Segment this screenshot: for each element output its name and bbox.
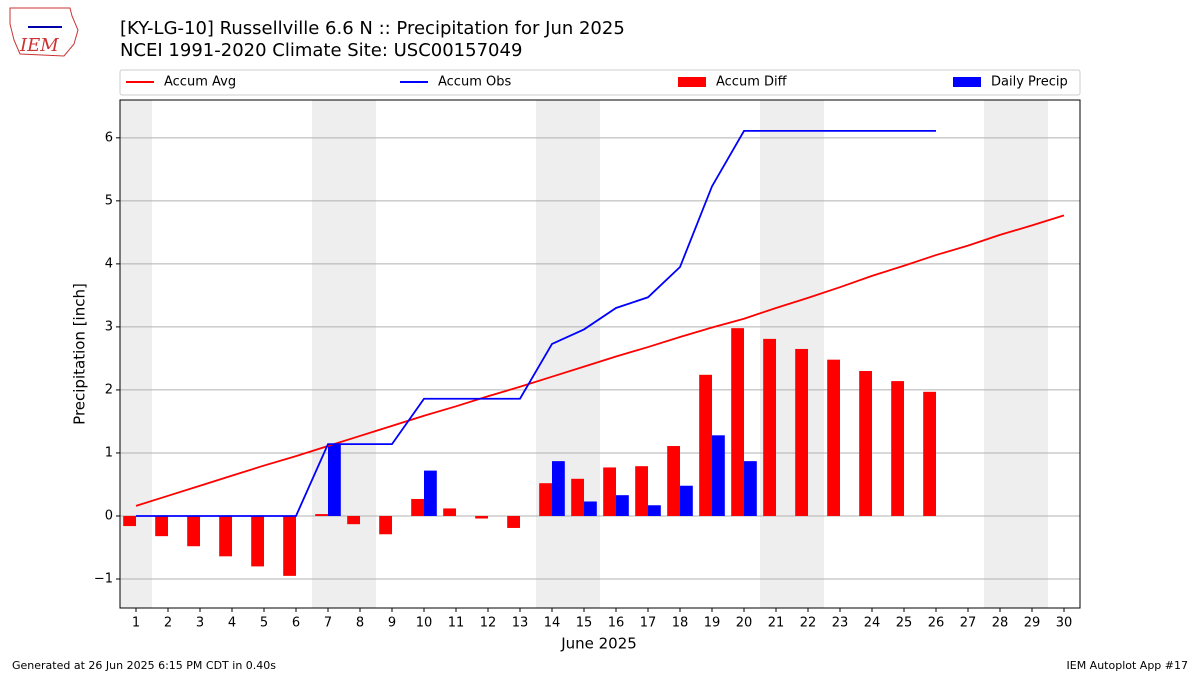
- bar: [283, 515, 296, 576]
- bar: [507, 515, 520, 528]
- x-tick-label: 8: [356, 616, 364, 631]
- bar: [648, 505, 661, 516]
- bar: [616, 495, 629, 516]
- x-tick-label: 12: [480, 616, 497, 631]
- bar: [667, 446, 680, 516]
- x-tick-label: 23: [832, 616, 849, 631]
- legend-box: [119, 69, 1081, 96]
- y-tick-label: 4: [105, 256, 113, 271]
- bar: [827, 359, 840, 516]
- bar: [123, 515, 136, 527]
- plot-frame: [119, 99, 1081, 609]
- y-tick-label: 5: [105, 193, 113, 208]
- bar: [155, 515, 168, 537]
- bar: [424, 470, 437, 516]
- footer-left: Generated at 26 Jun 2025 6:15 PM CDT in …: [12, 659, 276, 672]
- bar: [411, 498, 424, 516]
- bar: [219, 515, 232, 557]
- bar: [475, 515, 488, 519]
- x-tick-label: 22: [800, 616, 817, 631]
- logo: IEM: [9, 7, 79, 57]
- x-tick-label: 26: [928, 616, 945, 631]
- y-axis-label: Precipitation [inch]: [71, 283, 89, 425]
- logo-outline: [9, 7, 79, 57]
- bar: [251, 515, 264, 567]
- bar: [187, 515, 200, 547]
- weekend-shade: [312, 100, 376, 608]
- bar: [763, 338, 776, 516]
- x-tick-label: 18: [672, 616, 689, 631]
- x-tick-label: 7: [324, 616, 332, 631]
- bar: [603, 467, 616, 516]
- bar: [891, 381, 904, 516]
- x-tick-label: 19: [704, 616, 721, 631]
- weekend-shade: [120, 100, 152, 608]
- x-tick-label: 3: [196, 616, 204, 631]
- legend-label: Accum Diff: [716, 75, 788, 90]
- x-tick-label: 9: [388, 616, 396, 631]
- bar: [680, 485, 693, 516]
- x-tick-label: 11: [448, 616, 465, 631]
- x-tick-label: 14: [544, 616, 561, 631]
- x-tick-label: 15: [576, 616, 593, 631]
- bar: [328, 444, 341, 516]
- y-tick-label: 3: [105, 319, 113, 334]
- bar: [859, 371, 872, 516]
- x-tick-label: 10: [416, 616, 433, 631]
- x-tick-label: 24: [864, 616, 881, 631]
- bar: [744, 461, 757, 516]
- bar: [584, 501, 597, 516]
- x-tick-label: 30: [1056, 616, 1073, 631]
- footer-right: IEM Autoplot App #17: [1067, 659, 1189, 672]
- y-tick-label: 0: [105, 508, 113, 523]
- x-tick-label: 6: [292, 616, 300, 631]
- bar: [315, 514, 328, 516]
- y-tick-label: −1: [94, 572, 113, 587]
- x-axis-label: June 2025: [560, 635, 637, 653]
- y-tick-label: 6: [105, 130, 113, 145]
- bar: [443, 508, 456, 516]
- x-tick-label: 1: [132, 616, 140, 631]
- legend-label: Daily Precip: [991, 75, 1068, 90]
- x-tick-label: 5: [260, 616, 268, 631]
- logo-text: IEM: [19, 35, 59, 56]
- legend-swatch: [953, 77, 981, 87]
- x-tick-label: 13: [512, 616, 529, 631]
- x-tick-label: 16: [608, 616, 625, 631]
- x-tick-label: 21: [768, 616, 785, 631]
- bar: [731, 328, 744, 516]
- chart-title: [KY-LG-10] Russellville 6.6 N :: Precipi…: [120, 18, 625, 39]
- bar: [379, 515, 392, 535]
- bar: [712, 435, 725, 516]
- weekend-shade: [984, 100, 1048, 608]
- x-tick-label: 20: [736, 616, 753, 631]
- legend-label: Accum Obs: [438, 75, 511, 90]
- bar: [347, 515, 360, 525]
- bar: [635, 466, 648, 516]
- y-tick-label: 1: [105, 445, 113, 460]
- legend-swatch: [678, 77, 706, 87]
- x-tick-label: 2: [164, 616, 172, 631]
- x-tick-label: 28: [992, 616, 1009, 631]
- x-tick-label: 27: [960, 616, 977, 631]
- line: [135, 214, 1065, 507]
- legend-label: Accum Avg: [164, 75, 236, 90]
- x-tick-label: 29: [1024, 616, 1041, 631]
- x-tick-label: 25: [896, 616, 913, 631]
- bar: [539, 483, 552, 516]
- bar: [699, 374, 712, 516]
- bar: [923, 391, 936, 516]
- bar: [552, 461, 565, 516]
- bar: [795, 348, 808, 516]
- y-tick-label: 2: [105, 382, 113, 397]
- x-tick-label: 17: [640, 616, 657, 631]
- x-tick-label: 4: [228, 616, 236, 631]
- line: [136, 129, 936, 517]
- chart-subtitle: NCEI 1991-2020 Climate Site: USC00157049: [120, 40, 522, 61]
- bar: [571, 478, 584, 516]
